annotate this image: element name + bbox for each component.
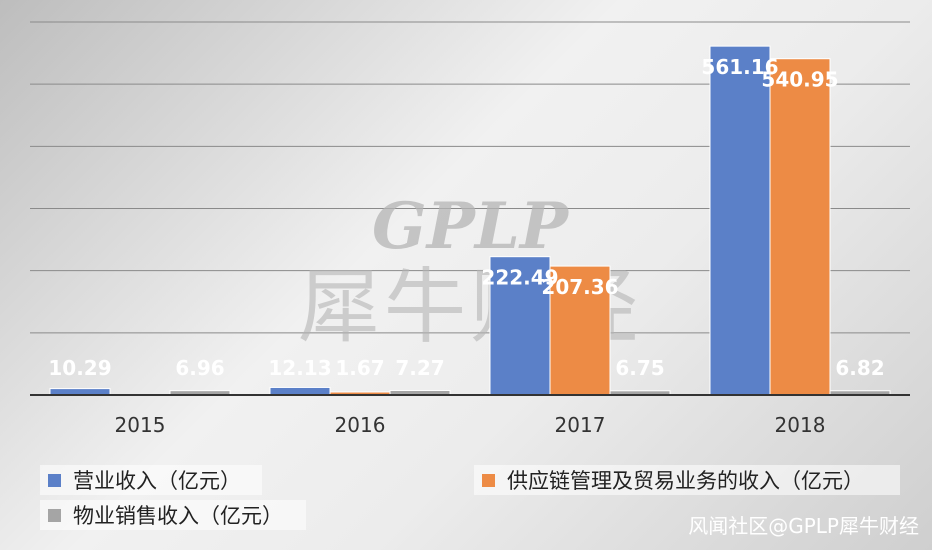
legend-item-revenue: 营业收入（亿元）: [40, 465, 262, 495]
x-tick-label-2015: 2015: [115, 413, 166, 437]
data-label-2018-series-3: 6.82: [835, 356, 884, 380]
legend-swatch-supply-chain: [482, 473, 495, 487]
data-label-2017-series-1: 222.49: [481, 266, 558, 290]
bar-2018-series-1: [709, 45, 771, 396]
legend-label-revenue: 营业收入（亿元）: [73, 469, 241, 493]
data-label-2017-series-3: 6.75: [615, 356, 664, 380]
legend-label-property-sales: 物业销售收入（亿元）: [73, 504, 283, 528]
legend-swatch-property-sales: [48, 508, 61, 522]
data-label-2018-series-2: 540.95: [761, 68, 838, 92]
data-label-2016-series-3: 7.27: [395, 356, 444, 380]
data-label-2016-series-2: 1.67: [335, 356, 384, 380]
legend-swatch-revenue: [48, 473, 61, 487]
data-label-2015-series-3: 6.96: [175, 356, 224, 380]
x-tick-label-2016: 2016: [335, 413, 386, 437]
watermark-logo-text: GPLP: [372, 189, 570, 264]
data-label-2017-series-2: 207.36: [541, 275, 618, 299]
x-tick-label-2017: 2017: [555, 413, 606, 437]
x-tick-label-2018: 2018: [775, 413, 826, 437]
bar-2018-series-2: [769, 58, 831, 396]
legend-item-supply-chain: 供应链管理及贸易业务的收入（亿元）: [474, 465, 900, 495]
data-label-2015-series-1: 10.29: [48, 356, 111, 380]
bar-2016-series-1: [269, 386, 331, 396]
legend-item-property-sales: 物业销售收入（亿元）: [40, 500, 306, 530]
data-label-2018-series-1: 561.16: [701, 55, 778, 79]
source-watermark: 风闻社区@GPLP犀牛财经: [688, 514, 919, 538]
data-label-2016-series-1: 12.13: [268, 356, 331, 380]
legend-label-supply-chain: 供应链管理及贸易业务的收入（亿元）: [507, 469, 864, 493]
